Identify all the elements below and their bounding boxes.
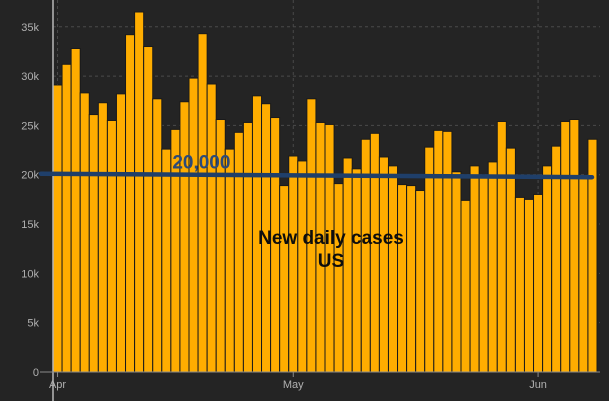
bar <box>514 196 525 373</box>
bar <box>460 199 471 373</box>
bar <box>61 63 72 373</box>
bar <box>569 119 580 373</box>
bar <box>52 84 63 373</box>
bar <box>424 146 435 373</box>
y-tick-label: 25k <box>21 120 39 132</box>
bar <box>433 129 444 373</box>
bar <box>88 114 99 373</box>
bar <box>523 198 535 373</box>
bar <box>442 130 453 373</box>
bar <box>197 33 208 373</box>
bar <box>188 77 199 373</box>
bar <box>369 132 380 373</box>
y-tick-label: 10k <box>21 268 39 280</box>
bar <box>242 121 253 373</box>
bar <box>587 138 598 373</box>
bar <box>487 161 498 373</box>
bar <box>415 190 426 373</box>
bar <box>505 147 516 373</box>
bar <box>179 101 190 373</box>
bar <box>387 165 399 373</box>
bars-layer <box>52 11 598 373</box>
y-tick-label: 20k <box>21 170 39 182</box>
bar <box>161 148 172 373</box>
bar <box>551 145 562 373</box>
bar <box>406 185 417 373</box>
y-tick-label: 5k <box>27 318 39 330</box>
axis-layer: 0 5k 10k 15k 20k 25k 30k 35k Apr May Jun <box>21 0 600 401</box>
bar <box>79 92 90 373</box>
bar <box>333 183 344 373</box>
bar <box>542 165 553 373</box>
y-tick-label: 15k <box>21 219 39 231</box>
bar <box>115 93 127 373</box>
bar <box>342 157 353 373</box>
bar <box>152 98 163 373</box>
x-tick-label: Apr <box>49 379 66 391</box>
bar <box>233 131 244 373</box>
bar <box>378 156 389 373</box>
bar <box>478 176 489 373</box>
bar <box>70 47 81 373</box>
bar <box>351 168 362 373</box>
bar <box>397 184 408 373</box>
bar <box>143 46 154 373</box>
bar <box>224 148 235 373</box>
chart-title: New daily cases <box>258 228 404 249</box>
bar <box>125 34 136 373</box>
bar <box>560 120 571 373</box>
bar <box>533 193 544 373</box>
bar <box>106 119 117 373</box>
chart-subtitle: US <box>318 251 344 272</box>
y-tick-label: 35k <box>21 22 39 34</box>
y-tick-label: 30k <box>21 71 39 83</box>
trend-line <box>38 171 595 180</box>
y-tick-label: 0 <box>33 367 39 379</box>
bar <box>578 176 589 373</box>
bar <box>288 155 299 373</box>
bar <box>206 83 217 373</box>
bar <box>496 120 507 373</box>
bar <box>279 185 290 373</box>
trend-layer <box>38 171 595 180</box>
x-tick-label: Jun <box>529 379 547 391</box>
bar <box>134 11 145 373</box>
x-tick-label: May <box>283 379 304 391</box>
reference-line-label: 20,000 <box>172 153 230 174</box>
bar <box>97 102 108 373</box>
bar <box>469 165 480 373</box>
bar <box>451 171 462 373</box>
bar <box>297 160 308 373</box>
